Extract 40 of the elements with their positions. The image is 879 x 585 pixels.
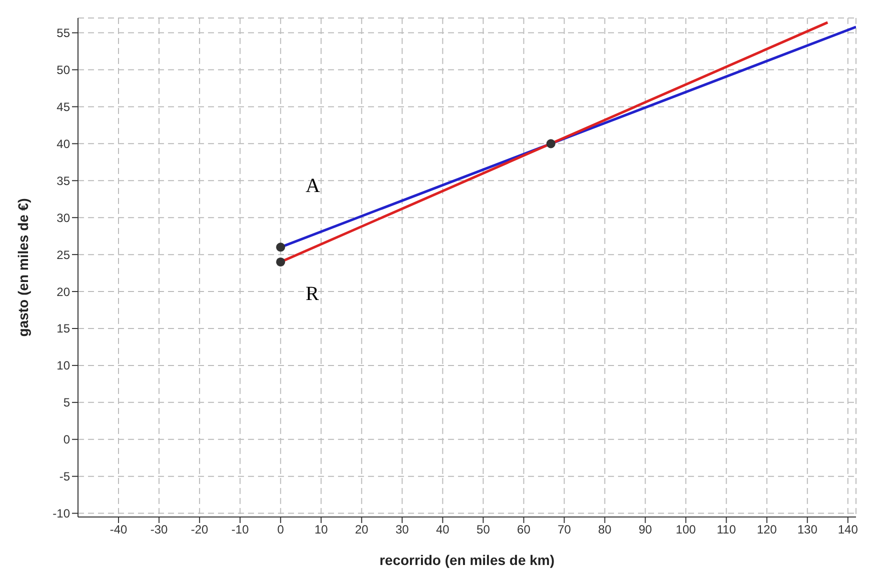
x-tick-label: -20 (190, 522, 209, 537)
y-tick-label: -5 (59, 470, 70, 484)
x-tick-label: 0 (277, 522, 284, 537)
series-label: R (306, 282, 320, 305)
x-tick-label: 100 (676, 522, 696, 537)
x-tick-label: 70 (558, 522, 572, 537)
x-tick-label: 10 (314, 522, 328, 537)
x-tick-label: 20 (354, 522, 369, 537)
x-tick-label: 140 (838, 522, 858, 537)
x-tick-label: -30 (150, 522, 168, 537)
y-tick-label: 50 (56, 63, 70, 78)
y-tick-label: 55 (56, 26, 70, 40)
x-tick-label: 60 (517, 522, 531, 537)
y-tick-label: 35 (56, 174, 70, 188)
x-tick-label: 90 (638, 522, 652, 537)
x-tick-label: -40 (110, 522, 128, 537)
point (276, 257, 286, 266)
point (276, 242, 286, 252)
x-tick-label: 50 (476, 522, 490, 537)
x-tick-label: 80 (598, 522, 612, 537)
y-tick-label: 15 (56, 322, 70, 336)
x-tick-label: 120 (756, 522, 778, 537)
y-tick-label: 20 (56, 284, 70, 299)
y-tick-label: 30 (56, 210, 70, 225)
x-tick-label: 130 (797, 522, 818, 537)
y-tick-label: -10 (52, 506, 70, 521)
y-tick-label: 5 (63, 396, 70, 410)
x-tick-label: 110 (716, 522, 736, 537)
y-tick-label: 10 (56, 358, 70, 373)
x-axis-title: recorrido (en miles de km) (379, 552, 555, 568)
x-tick-label: -10 (231, 522, 250, 537)
y-tick-label: 25 (56, 248, 70, 262)
y-tick-label: 40 (56, 136, 70, 151)
x-tick-label: 40 (436, 522, 450, 537)
y-tick-label: 45 (56, 100, 70, 114)
y-axis-title: gasto (en miles de €) (14, 198, 31, 337)
point (546, 139, 556, 148)
y-tick-label: 0 (63, 432, 70, 447)
x-tick-label: 30 (395, 522, 410, 537)
series-label: A (306, 175, 321, 198)
